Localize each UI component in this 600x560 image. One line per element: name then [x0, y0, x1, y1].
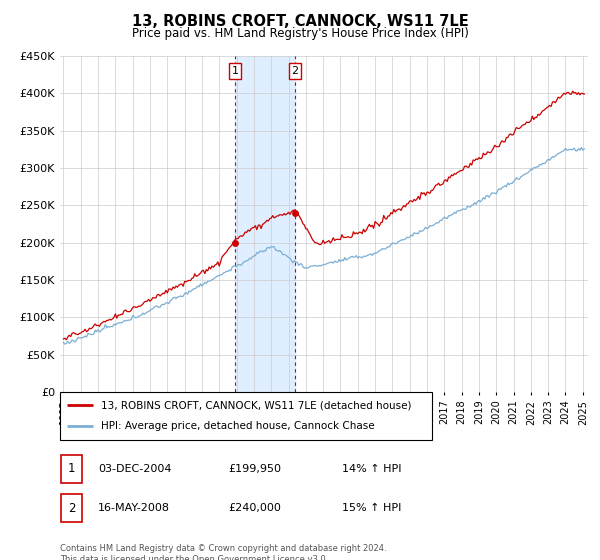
Bar [235, 56, 295, 392]
Text: Price paid vs. HM Land Registry's House Price Index (HPI): Price paid vs. HM Land Registry's House … [131, 27, 469, 40]
Text: 13, ROBINS CROFT, CANNOCK, WS11 7LE: 13, ROBINS CROFT, CANNOCK, WS11 7LE [131, 14, 469, 29]
Text: Contains HM Land Registry data © Crown copyright and database right 2024.
This d: Contains HM Land Registry data © Crown c… [60, 544, 386, 560]
FancyBboxPatch shape [60, 392, 432, 440]
Text: £199,950: £199,950 [228, 464, 281, 474]
Text: 03-DEC-2004: 03-DEC-2004 [98, 464, 172, 474]
Text: £240,000: £240,000 [228, 503, 281, 513]
Text: 1: 1 [232, 66, 239, 76]
Text: 14% ↑ HPI: 14% ↑ HPI [342, 464, 401, 474]
FancyBboxPatch shape [61, 455, 82, 483]
Text: 13, ROBINS CROFT, CANNOCK, WS11 7LE (detached house): 13, ROBINS CROFT, CANNOCK, WS11 7LE (det… [101, 400, 412, 410]
Text: 2: 2 [68, 502, 75, 515]
Text: 1: 1 [68, 463, 75, 475]
Text: 2: 2 [292, 66, 299, 76]
Text: 15% ↑ HPI: 15% ↑ HPI [342, 503, 401, 513]
Text: HPI: Average price, detached house, Cannock Chase: HPI: Average price, detached house, Cann… [101, 421, 374, 431]
Text: 16-MAY-2008: 16-MAY-2008 [98, 503, 170, 513]
FancyBboxPatch shape [61, 494, 82, 522]
